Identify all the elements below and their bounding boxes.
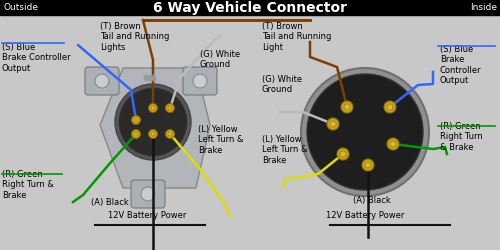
- Text: (L) Yellow
Left Turn &
Brake: (L) Yellow Left Turn & Brake: [198, 125, 244, 155]
- Circle shape: [132, 116, 140, 124]
- Text: Inside: Inside: [470, 4, 497, 13]
- Text: (S) Blue
Brake
Controller
Output: (S) Blue Brake Controller Output: [440, 45, 482, 85]
- Circle shape: [301, 68, 429, 196]
- Text: 12V Battery Power: 12V Battery Power: [108, 210, 186, 220]
- Circle shape: [387, 138, 399, 150]
- FancyBboxPatch shape: [183, 67, 217, 95]
- Circle shape: [132, 130, 140, 138]
- Circle shape: [365, 162, 371, 168]
- Circle shape: [344, 104, 350, 110]
- Text: (R) Green
Right Turn &
Brake: (R) Green Right Turn & Brake: [2, 170, 54, 200]
- Circle shape: [168, 106, 172, 110]
- Text: (T) Brown
Tail and Running
Light: (T) Brown Tail and Running Light: [262, 22, 332, 52]
- Text: (R) Green
Right Turn
& Brake: (R) Green Right Turn & Brake: [440, 122, 483, 152]
- Circle shape: [327, 118, 339, 130]
- FancyBboxPatch shape: [85, 67, 119, 95]
- Circle shape: [119, 88, 187, 156]
- Circle shape: [134, 118, 138, 122]
- Circle shape: [151, 106, 155, 110]
- Bar: [0, 0, 500, 15]
- Circle shape: [384, 101, 396, 113]
- Text: (A) Black: (A) Black: [91, 198, 129, 206]
- Polygon shape: [100, 68, 210, 188]
- Text: (G) White
Ground: (G) White Ground: [200, 50, 240, 70]
- Circle shape: [337, 148, 349, 160]
- Text: 6 Way Vehicle Connector: 6 Way Vehicle Connector: [153, 1, 347, 15]
- Text: (T) Brown
Tail and Running
Lights: (T) Brown Tail and Running Lights: [100, 22, 170, 52]
- Circle shape: [148, 130, 158, 138]
- Circle shape: [341, 101, 353, 113]
- Circle shape: [134, 132, 138, 136]
- Circle shape: [390, 141, 396, 147]
- FancyBboxPatch shape: [131, 180, 165, 208]
- Text: (L) Yellow
Left Turn &
Brake: (L) Yellow Left Turn & Brake: [262, 135, 308, 165]
- Circle shape: [168, 132, 172, 136]
- Circle shape: [307, 74, 423, 190]
- Circle shape: [193, 74, 207, 88]
- Circle shape: [362, 159, 374, 171]
- Circle shape: [330, 121, 336, 127]
- Circle shape: [166, 130, 174, 138]
- Text: 12V Battery Power: 12V Battery Power: [326, 210, 404, 220]
- Circle shape: [151, 132, 155, 136]
- Circle shape: [95, 74, 109, 88]
- Circle shape: [340, 151, 346, 157]
- Circle shape: [166, 104, 174, 112]
- Text: (S) Blue
Brake Controller
Output: (S) Blue Brake Controller Output: [2, 43, 70, 73]
- Text: (A) Black: (A) Black: [353, 196, 391, 204]
- Circle shape: [387, 104, 393, 110]
- Circle shape: [115, 84, 191, 160]
- Text: (G) White
Ground: (G) White Ground: [262, 75, 302, 94]
- Circle shape: [148, 104, 158, 112]
- Text: Outside: Outside: [3, 4, 38, 13]
- Circle shape: [141, 187, 155, 201]
